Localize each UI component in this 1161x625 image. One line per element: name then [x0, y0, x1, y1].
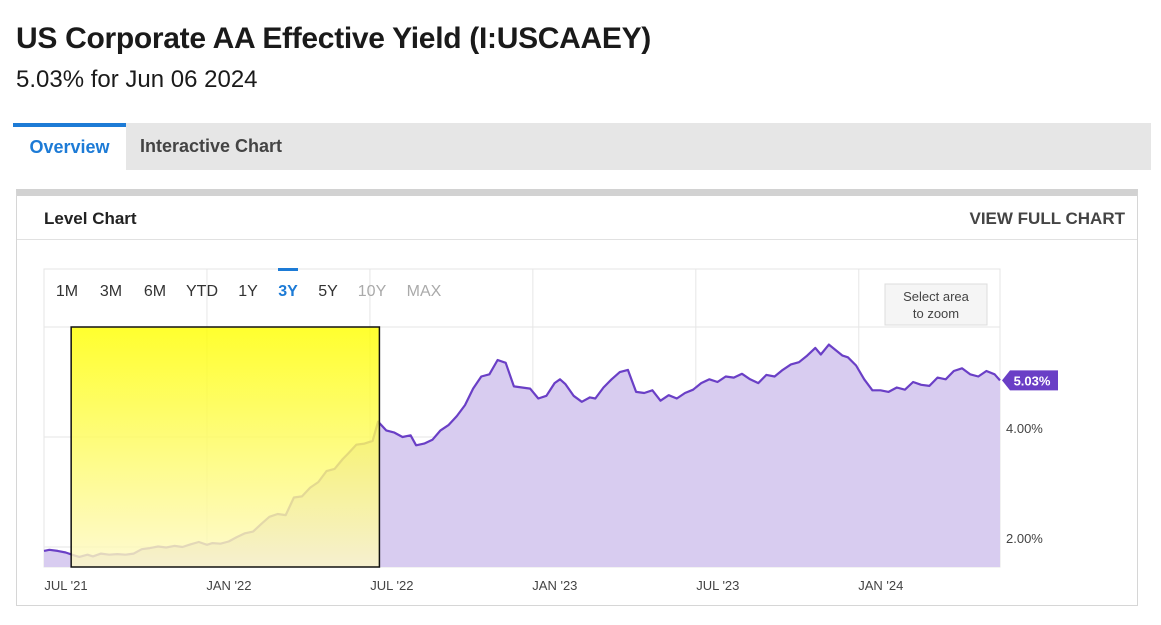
y-axis-ticks: 2.00% 4.00% — [1006, 421, 1043, 546]
badge-label: 5.03% — [1014, 373, 1051, 388]
page-title: US Corporate AA Effective Yield (I:USCAA… — [16, 22, 651, 55]
zoom-hint[interactable]: Select area to zoom — [884, 283, 988, 326]
page-subtitle: 5.03% for Jun 06 2024 — [16, 66, 258, 93]
x-tick-label: JUL '21 — [44, 578, 87, 593]
badge-shape — [1002, 370, 1058, 391]
tab-interactive-chart[interactable]: Interactive Chart — [139, 136, 283, 156]
card-header: Level Chart VIEW FULL CHART — [17, 196, 1137, 240]
y-tick-label: 2.00% — [1006, 531, 1043, 546]
range-button-5y[interactable]: 5Y — [318, 283, 338, 300]
last-value-badge: 5.03% — [1002, 370, 1058, 391]
zoom-hint-line: Select area — [903, 289, 970, 304]
range-button-1y[interactable]: 1Y — [238, 283, 258, 300]
x-tick-label: JAN '22 — [206, 578, 251, 593]
view-full-chart-link[interactable]: VIEW FULL CHART — [969, 209, 1125, 228]
tab-overview[interactable]: Overview — [13, 123, 126, 170]
x-tick-label: JUL '23 — [696, 578, 739, 593]
x-tick-label: JAN '24 — [858, 578, 903, 593]
card-title: Level Chart — [44, 209, 137, 228]
series-area — [44, 344, 1000, 567]
range-button-1m[interactable]: 1M — [56, 283, 78, 300]
zoom-hint-line: to zoom — [913, 306, 959, 321]
range-button-max: MAX — [407, 283, 442, 300]
zoom-hint-box — [884, 283, 988, 326]
range-button-3y[interactable]: 3Y — [278, 283, 298, 300]
x-tick-label: JUL '22 — [370, 578, 413, 593]
x-axis-ticks: JUL '21 JAN '22 JUL '22 JAN '23 JUL '23 JAN '… — [44, 578, 903, 593]
range-button-10y: 10Y — [358, 283, 387, 300]
active-range-indicator — [278, 268, 298, 271]
y-tick-label: 4.00% — [1006, 421, 1043, 436]
selection-highlight — [70, 326, 381, 568]
range-button-ytd[interactable]: YTD — [186, 283, 218, 300]
selection-rect — [70, 326, 381, 568]
range-button-3m[interactable]: 3M — [100, 283, 122, 300]
x-tick-label: JAN '23 — [532, 578, 577, 593]
range-selector[interactable]: 1M 3M 6M YTD 1Y 3Y 5Y 10Y MAX — [56, 268, 442, 300]
tab-bar: Overview Interactive Chart — [13, 123, 1151, 170]
range-button-6m[interactable]: 6M — [144, 283, 166, 300]
